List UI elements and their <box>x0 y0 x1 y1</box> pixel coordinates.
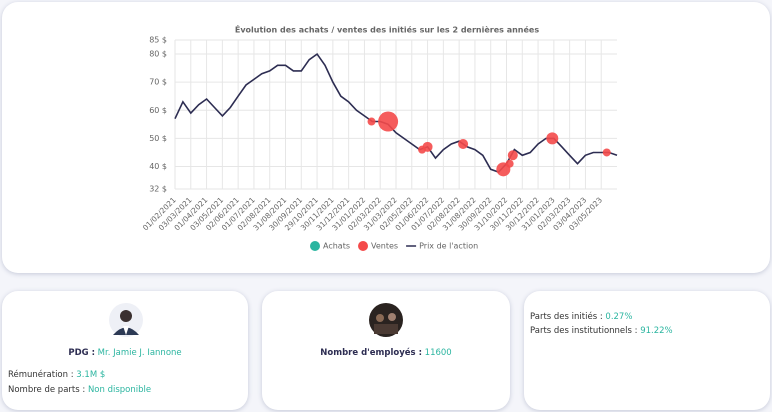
pay-value: 3.1M $ <box>76 370 106 380</box>
y-tick-label: 40 $ <box>149 162 167 171</box>
y-tick-label: 85 $ <box>149 36 167 45</box>
chart-card: Évolution des achats / ventes des initié… <box>2 2 770 273</box>
pay-line: Rémunération : 3.1M $ <box>8 370 105 380</box>
sale-bubble <box>367 117 376 126</box>
institutions-label: Parts des institutionnels : <box>530 326 638 336</box>
institutions-value: 91.22% <box>640 326 673 336</box>
legend-label: Ventes <box>371 242 398 251</box>
shares-label: Nombre de parts : <box>8 385 86 395</box>
ceo-card: PDG : Mr. Jamie J. Iannone Rémunération … <box>2 291 248 410</box>
sale-bubble <box>602 148 611 157</box>
y-tick-label: 70 $ <box>149 78 167 87</box>
y-tick-label: 32 $ <box>149 185 167 194</box>
ceo-avatar <box>109 303 143 337</box>
sale-bubble <box>507 150 518 161</box>
sale-bubble <box>505 159 514 168</box>
employees-line: Nombre d'employés : 11600 <box>262 348 510 358</box>
legend-item: Prix de l'action <box>406 242 478 251</box>
price-line <box>174 52 618 174</box>
employees-avatar <box>369 303 403 337</box>
sale-bubble <box>458 139 469 150</box>
ownership-card: Parts des initiés : 0.27% Parts des inst… <box>524 291 770 410</box>
legend-item: Achats <box>310 241 350 251</box>
chart-title: Évolution des achats / ventes des initié… <box>235 24 539 35</box>
sale-bubble <box>378 111 399 132</box>
chart: Évolution des achats / ventes des initié… <box>141 24 618 251</box>
legend-swatch <box>310 241 320 251</box>
employees-label: Nombre d'employés : <box>320 348 422 358</box>
employees-card: Nombre d'employés : 11600 <box>262 291 510 410</box>
y-tick-label: 50 $ <box>149 134 167 143</box>
employees-value: 11600 <box>424 348 452 358</box>
ceo-name: Mr. Jamie J. Iannone <box>97 348 182 358</box>
ceo-line: PDG : Mr. Jamie J. Iannone <box>2 348 248 358</box>
legend-swatch <box>358 241 369 251</box>
institutions-line: Parts des institutionnels : 91.22% <box>530 326 673 336</box>
y-tick-label: 60 $ <box>149 106 167 115</box>
shares-line: Nombre de parts : Non disponible <box>8 385 151 395</box>
y-tick-label: 80 $ <box>149 50 167 59</box>
pay-label: Rémunération : <box>8 370 74 380</box>
sale-bubble <box>546 132 559 145</box>
insiders-line: Parts des initiés : 0.27% <box>530 312 632 322</box>
legend-label: Achats <box>323 242 350 251</box>
legend-label: Prix de l'action <box>419 242 478 251</box>
shares-value: Non disponible <box>87 385 152 395</box>
legend-item: Ventes <box>358 241 398 251</box>
sale-bubble <box>422 141 433 152</box>
ceo-label: PDG : <box>68 348 95 358</box>
insiders-label: Parts des initiés : <box>530 312 603 322</box>
insiders-value: 0.27% <box>605 312 633 322</box>
